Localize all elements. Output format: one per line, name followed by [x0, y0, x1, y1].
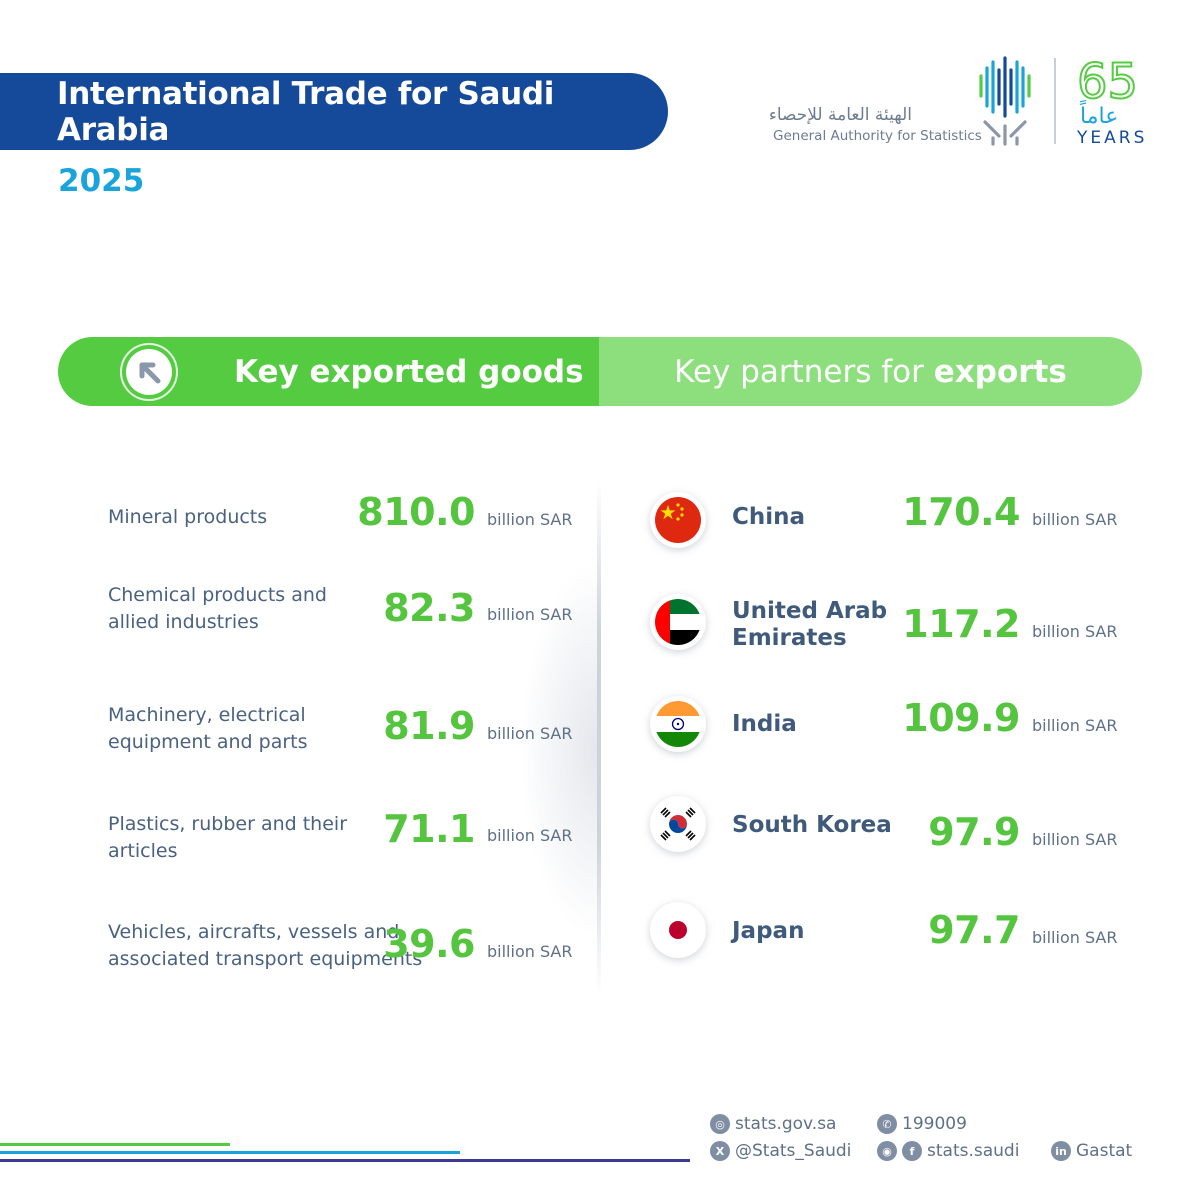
- partner-name: India: [732, 711, 797, 737]
- good-unit: billion SAR: [487, 942, 573, 961]
- good-unit: billion SAR: [487, 605, 573, 624]
- good-unit: billion SAR: [487, 510, 573, 529]
- globe-icon: ◎: [710, 1114, 730, 1134]
- partner-unit: billion SAR: [1032, 928, 1118, 947]
- partner-value: 170.4: [902, 490, 1020, 534]
- good-row: Chemical products and allied industries 8…: [108, 582, 578, 638]
- partner-value: 117.2: [902, 602, 1020, 646]
- partner-row: South Korea 97.9 billion SAR: [650, 796, 1120, 856]
- good-value: 71.1: [383, 807, 475, 851]
- uae-flag-icon: [650, 594, 706, 650]
- partner-row: China 170.4 billion SAR: [650, 490, 1120, 550]
- good-name: Machinery, electrical equipment and parts: [108, 704, 308, 753]
- page-title: International Trade for Saudi Arabia: [57, 75, 555, 148]
- anniversary-years: YEARS: [1077, 128, 1148, 148]
- logo-divider: [1054, 58, 1056, 144]
- x-icon: X: [710, 1141, 730, 1161]
- partner-unit: billion SAR: [1032, 716, 1118, 735]
- partner-value: 97.9: [928, 810, 1020, 854]
- website-link[interactable]: ◎ stats.gov.sa: [710, 1114, 836, 1134]
- logo-english-name: General Authority for Statistics: [773, 128, 982, 144]
- good-name: Plastics, rubber and their articles: [108, 813, 348, 862]
- footer-line-cyan: [0, 1151, 460, 1154]
- arrow-up-left-icon: [120, 343, 178, 401]
- south-korea-flag-icon: [650, 796, 706, 852]
- exported-goods-header: Key exported goods: [58, 337, 599, 406]
- partner-value: 109.9: [902, 696, 1020, 740]
- exported-goods-label: Key exported goods: [234, 353, 584, 390]
- anniversary-arabic: عاماً: [1080, 104, 1119, 129]
- partner-name: South Korea: [732, 812, 892, 838]
- footer-line-navy: [0, 1159, 690, 1162]
- export-partners-header: Key partners for exports: [599, 337, 1142, 406]
- section-header-band: Key exported goods Key partners for expo…: [58, 337, 1142, 406]
- gastat-emblem-icon: [975, 56, 1035, 152]
- title-banner: International Trade for Saudi Arabia: [0, 73, 668, 150]
- good-row: Machinery, electrical equipment and parts…: [108, 702, 578, 758]
- partner-name: China: [732, 504, 806, 530]
- japan-flag-icon: [650, 902, 706, 958]
- gastat-logo: الهيئة العامة للإحصاء General Authority …: [768, 52, 1150, 152]
- partner-row: India 109.9 billion SAR: [650, 696, 1120, 756]
- partner-unit: billion SAR: [1032, 622, 1118, 641]
- social-link[interactable]: ◉ f stats.saudi: [877, 1141, 1019, 1161]
- good-value: 810.0: [357, 490, 475, 534]
- linkedin-link[interactable]: in Gastat: [1051, 1141, 1132, 1161]
- good-name: Mineral products: [108, 506, 268, 528]
- twitter-link[interactable]: X @Stats_Saudi: [710, 1141, 851, 1161]
- partner-unit: billion SAR: [1032, 830, 1118, 849]
- footer-line-green: [0, 1143, 230, 1146]
- good-value: 82.3: [383, 586, 475, 630]
- instagram-icon: ◉: [877, 1141, 897, 1161]
- anniversary-number: 65: [1075, 53, 1145, 111]
- good-name: Chemical products and allied industries: [108, 584, 327, 633]
- linkedin-icon: in: [1051, 1141, 1071, 1161]
- column-divider: [597, 480, 601, 995]
- good-row: Plastics, rubber and their articles 71.1 …: [108, 807, 578, 867]
- export-partners-label: Key partners for exports: [674, 353, 1067, 390]
- good-value: 81.9: [383, 704, 475, 748]
- column-divider-shadow: [520, 560, 598, 940]
- partner-value: 97.7: [928, 908, 1020, 952]
- svg-text:65: 65: [1077, 54, 1138, 106]
- good-row: Mineral products 810.0 billion SAR: [108, 490, 578, 546]
- partner-unit: billion SAR: [1032, 510, 1118, 529]
- phone-link[interactable]: ✆ 199009: [877, 1114, 967, 1134]
- good-row: Vehicles, aircrafts, vessels and associat…: [108, 919, 578, 975]
- facebook-icon: f: [902, 1141, 922, 1161]
- partner-row: Japan 97.7 billion SAR: [650, 902, 1120, 962]
- phone-icon: ✆: [877, 1114, 897, 1134]
- china-flag-icon: [650, 492, 706, 548]
- partner-name: United Arab Emirates: [732, 598, 888, 651]
- good-value: 39.6: [383, 922, 475, 966]
- good-name: Vehicles, aircrafts, vessels and associat…: [108, 921, 423, 970]
- good-unit: billion SAR: [487, 826, 573, 845]
- india-flag-icon: [650, 696, 706, 752]
- partner-row: United Arab Emirates 117.2 billion SAR: [650, 594, 1120, 654]
- logo-arabic-name: الهيئة العامة للإحصاء: [768, 105, 912, 125]
- good-unit: billion SAR: [487, 724, 573, 743]
- partner-name: Japan: [732, 918, 805, 944]
- year-label: 2025: [58, 163, 145, 199]
